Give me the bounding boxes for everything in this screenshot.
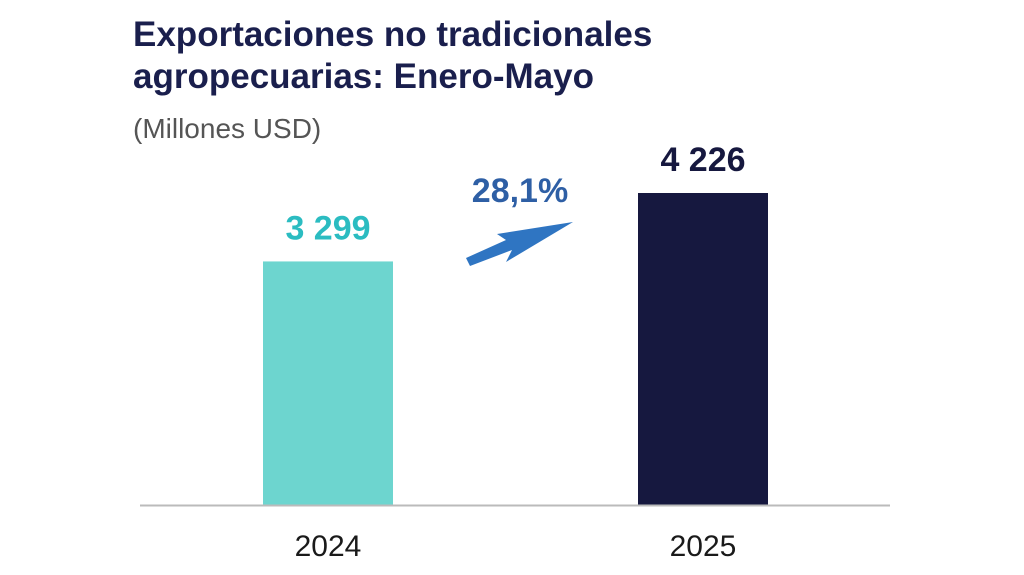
chart-title-line-1: Exportaciones no tradicionales [133,15,653,54]
chart-subtitle: (Millones USD) [133,113,322,144]
bars-group [263,193,768,505]
chart-title-line-2: agropecuarias: Enero-Mayo [133,57,594,96]
labels-group: 3 299 2024 4 226 2025 [285,141,745,563]
x-tick-label-2024: 2024 [295,530,362,563]
x-tick-label-2025: 2025 [670,530,737,563]
chart-title: Exportaciones no tradicionales agropecua… [133,14,652,98]
growth-arrow-shape [466,222,573,266]
bar-2025 [638,193,768,505]
growth-arrow-icon [466,222,573,266]
value-label-2024: 3 299 [285,209,370,247]
value-label-2025: 4 226 [660,141,745,179]
growth-percent-label: 28,1% [472,172,568,210]
bar-2024 [263,261,393,505]
